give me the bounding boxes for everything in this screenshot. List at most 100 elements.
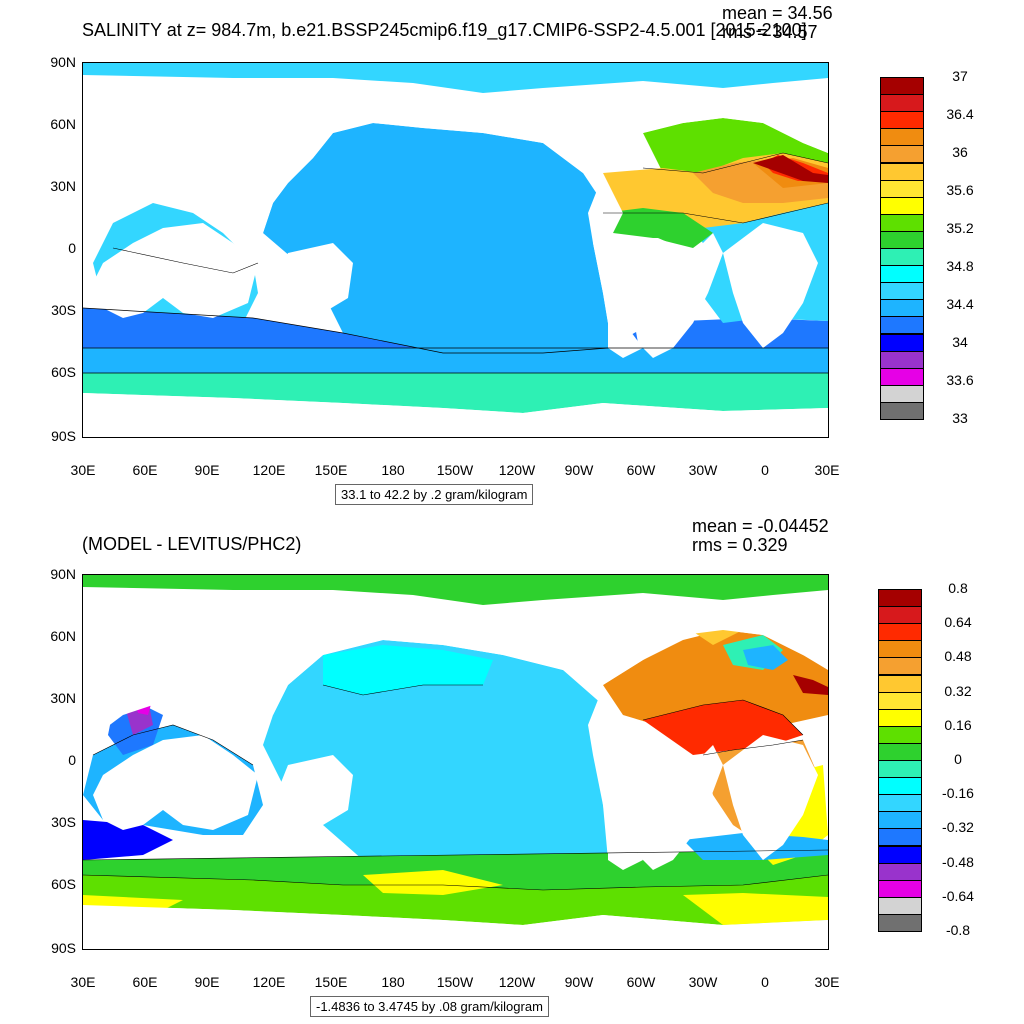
colorbar	[878, 589, 922, 932]
lon-label: 60E	[132, 974, 158, 990]
colorbar-label: 0	[954, 751, 962, 767]
colorbar-label: 36	[952, 144, 968, 160]
panel-title: SALINITY at z= 984.7m, b.e21.BSSP245cmip…	[82, 20, 807, 40]
colorbar-swatch	[878, 913, 922, 932]
colorbar-swatch	[880, 179, 924, 198]
lon-label: 0	[761, 462, 769, 478]
colorbar-label: 34.8	[946, 258, 974, 274]
colorbar-swatch	[880, 299, 924, 318]
colorbar-swatch	[878, 589, 922, 608]
colorbar-swatch	[880, 316, 924, 335]
colorbar-swatch	[880, 145, 924, 164]
salinity-panel: SALINITY at z= 984.7m, b.e21.BSSP245cmip…	[50, 3, 974, 505]
lon-label: 120W	[498, 974, 536, 990]
lon-label: 120W	[498, 462, 536, 478]
lat-label: 30N	[50, 178, 76, 194]
colorbar-swatch	[878, 879, 922, 898]
colorbar-swatch	[878, 606, 922, 625]
lon-label: 30E	[70, 462, 96, 478]
lon-label: 60W	[626, 462, 656, 478]
colorbar-label: -0.16	[942, 785, 974, 802]
colorbar-swatch	[878, 742, 922, 761]
colorbar-label: 0.16	[944, 716, 972, 733]
lon-label: 0	[761, 974, 769, 990]
colorbar-label: 0.64	[944, 614, 972, 631]
lon-label: 180	[381, 462, 405, 478]
colorbar-swatch	[880, 94, 924, 113]
lon-label: 60E	[132, 462, 158, 478]
colorbar-swatch	[880, 333, 924, 352]
lon-label: 90E	[194, 462, 220, 478]
lon-label: 30E	[70, 974, 96, 990]
colorbar-swatch	[878, 691, 922, 710]
colorbar-label: -0.64	[942, 887, 974, 904]
lat-label: 60S	[51, 364, 76, 380]
colorbar-swatch	[878, 674, 922, 693]
colorbar-swatch	[880, 77, 924, 96]
salinity-map	[82, 62, 829, 438]
colorbar-label: 34	[952, 334, 968, 350]
colorbar-label: 34.4	[946, 296, 974, 312]
rms-value: rms = 0.329	[692, 535, 788, 555]
colorbar-swatch	[880, 162, 924, 181]
colorbar-label: 0.48	[944, 648, 972, 665]
difference-map	[82, 574, 829, 950]
colorbar-swatch	[878, 777, 922, 796]
lat-label: 0	[68, 240, 76, 256]
lon-label: 120E	[252, 462, 286, 478]
colorbar-swatch	[878, 623, 922, 642]
colorbar-label: -0.8	[945, 922, 971, 938]
lat-label: 90S	[51, 428, 76, 444]
colorbar-swatch	[880, 230, 924, 249]
lon-label: 30E	[814, 974, 840, 990]
lat-label: 60S	[51, 876, 76, 892]
difference-map-graphic	[83, 575, 828, 949]
colorbar-swatch	[878, 657, 922, 676]
colorbar-swatch	[878, 794, 922, 813]
lon-label: 120E	[252, 974, 286, 990]
difference-panel: (MODEL - LEVITUS/PHC2) mean = -0.04452 r…	[0, 512, 1024, 1024]
lon-label: 60W	[626, 974, 656, 990]
mean-value: mean = -0.04452	[692, 516, 829, 536]
colorbar-label: 33	[952, 410, 968, 426]
colorbar-swatch	[878, 862, 922, 881]
lat-label: 60N	[50, 628, 76, 644]
colorbar-label: 36.4	[946, 106, 974, 122]
colorbar-swatch	[878, 811, 922, 830]
rms-value: rms = 34.57	[722, 22, 818, 42]
colorbar-swatch	[878, 760, 922, 779]
lon-label: 90E	[194, 974, 220, 990]
lon-label: 90W	[564, 974, 594, 990]
colorbar-swatch	[878, 896, 922, 915]
lat-label: 90N	[50, 566, 76, 582]
colorbar-swatch	[880, 111, 924, 130]
colorbar-label: 33.6	[946, 372, 974, 388]
mean-value: mean = 34.56	[722, 3, 833, 23]
lon-label: 150E	[314, 462, 348, 478]
lat-label: 30S	[51, 302, 76, 318]
lat-label: 30N	[50, 690, 76, 706]
lon-label: 90W	[564, 462, 594, 478]
lat-label: 30S	[51, 814, 76, 830]
colorbar-swatch	[878, 708, 922, 727]
lon-label: 30E	[814, 462, 840, 478]
lon-label: 150W	[436, 462, 474, 478]
colorbar-swatch	[880, 401, 924, 420]
salinity-map-graphic	[83, 63, 828, 437]
colorbar-label: 35.2	[946, 220, 974, 236]
colorbar-label: 0.8	[948, 580, 968, 596]
lon-label: 180	[381, 974, 405, 990]
colorbar-swatch	[878, 725, 922, 744]
colorbar-label: 35.6	[946, 182, 974, 198]
colorbar-swatch	[880, 282, 924, 301]
colorbar-label: 0.32	[944, 682, 972, 699]
colorbar-swatch	[878, 640, 922, 659]
colorbar-swatch	[880, 196, 924, 215]
colorbar-swatch	[880, 128, 924, 147]
colorbar-label: -0.48	[942, 853, 974, 870]
colorbar-swatch	[880, 213, 924, 232]
lat-label: 0	[68, 752, 76, 768]
lat-label: 90N	[50, 54, 76, 70]
panel-title: (MODEL - LEVITUS/PHC2)	[82, 534, 302, 554]
colorbar-swatch	[878, 828, 922, 847]
